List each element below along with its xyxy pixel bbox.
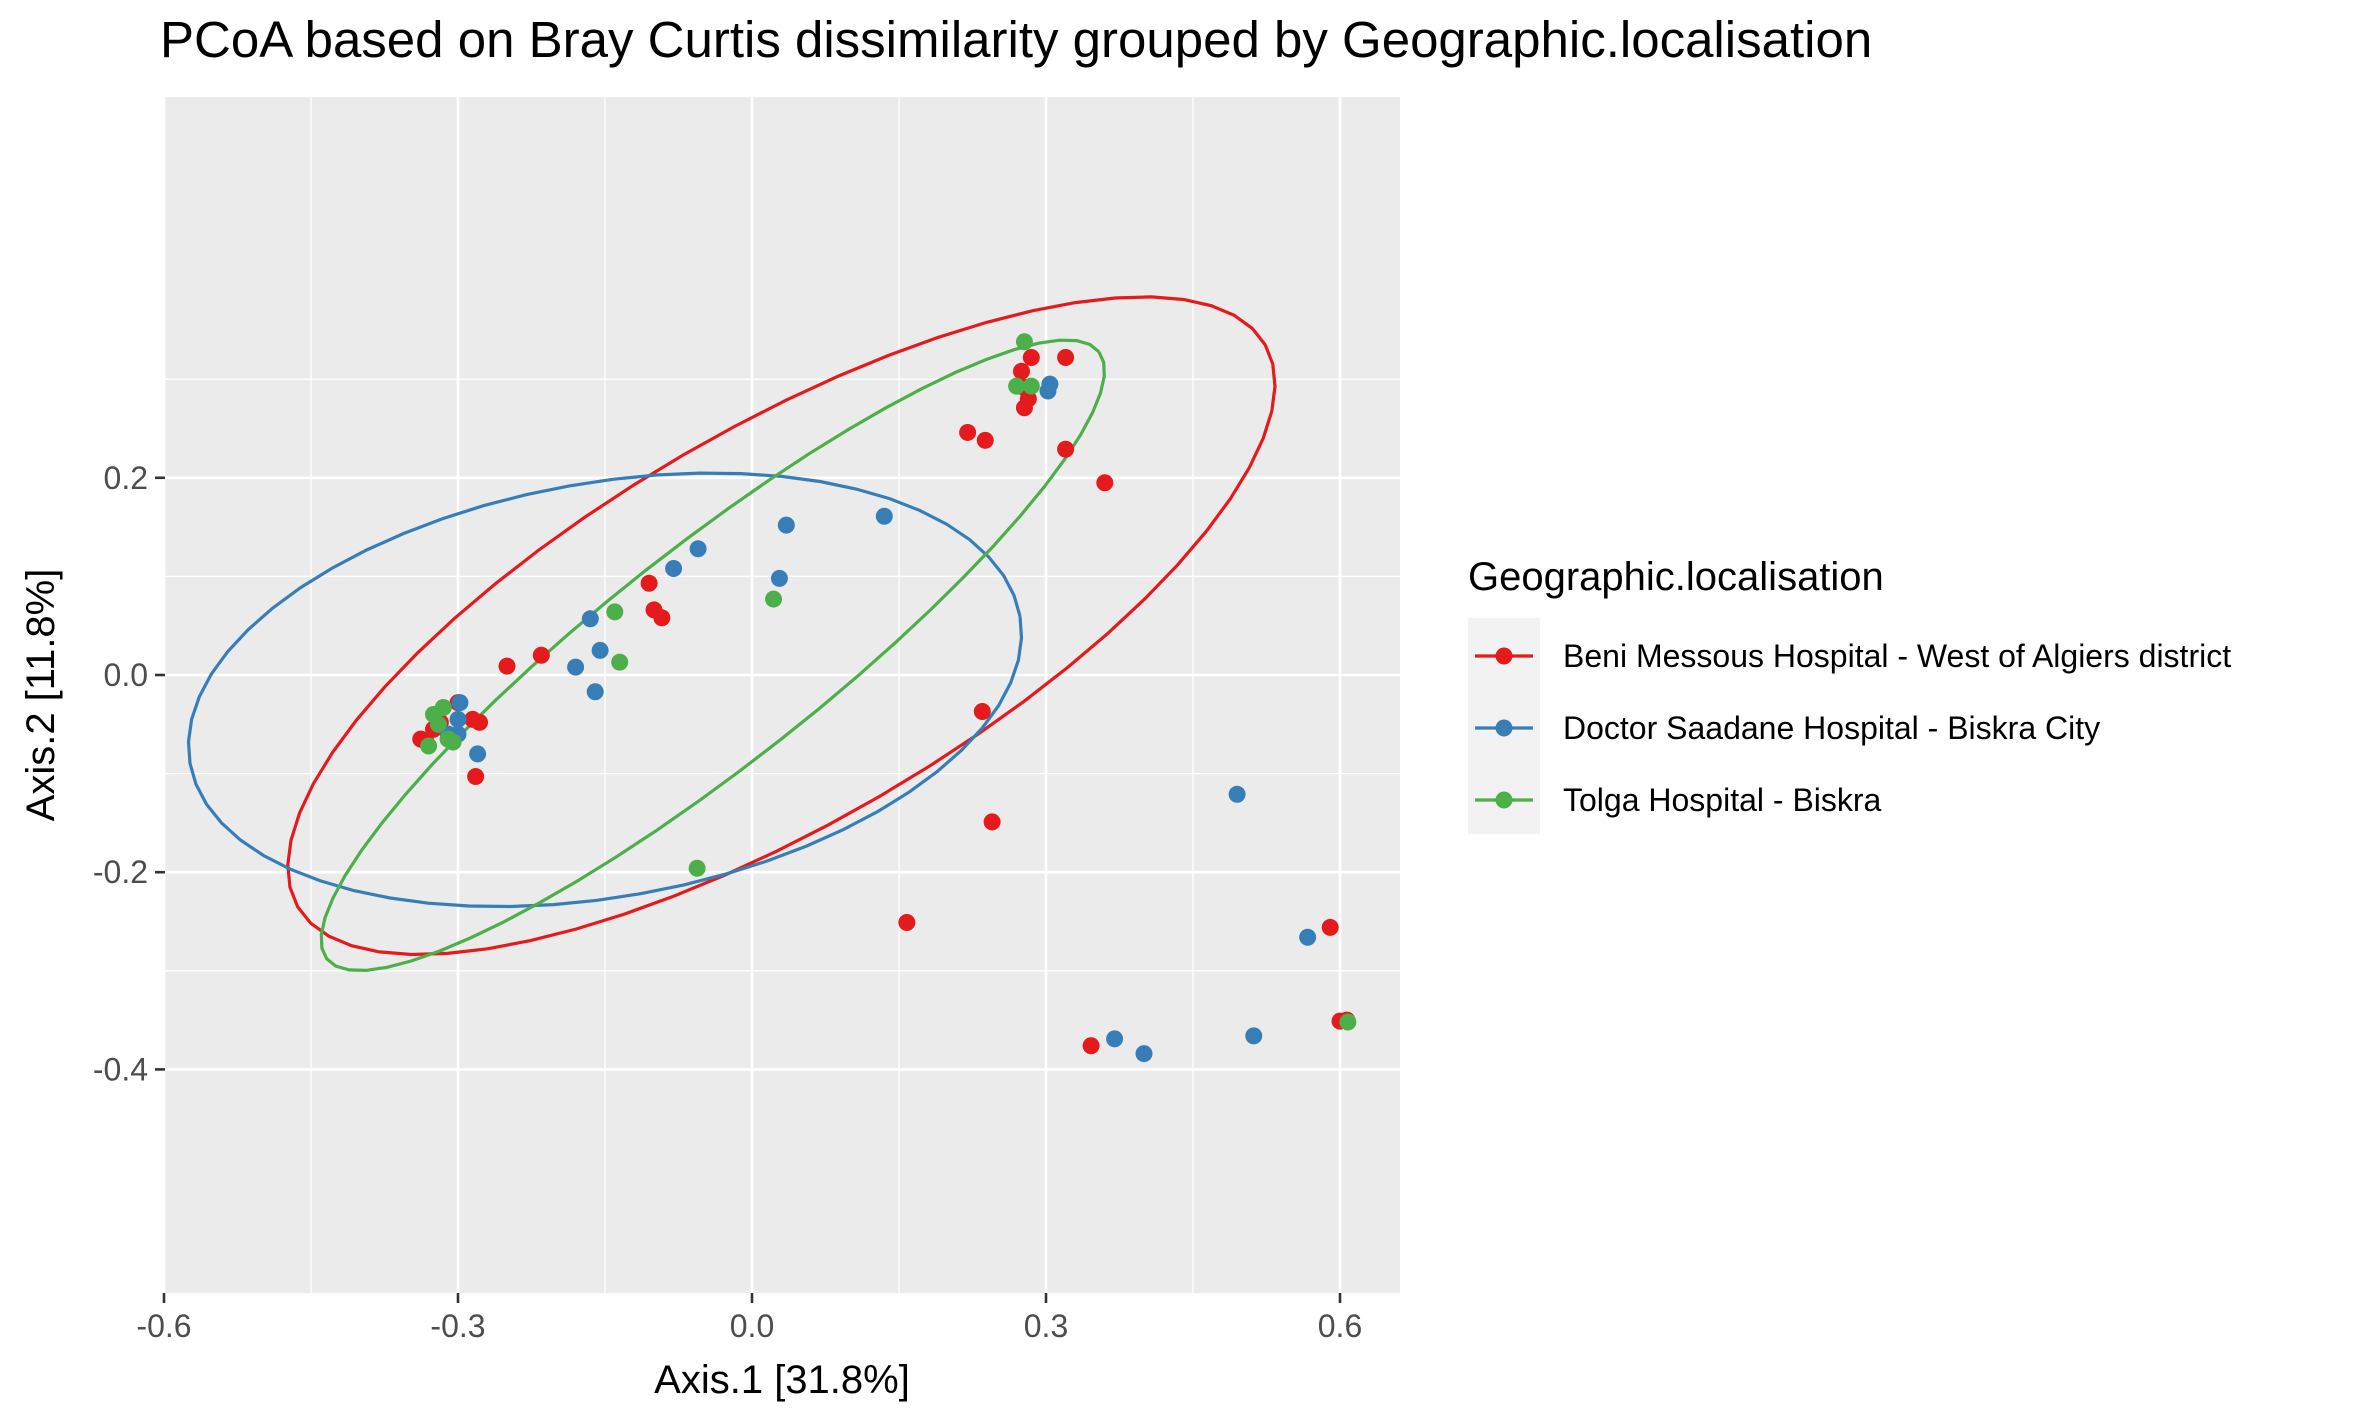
data-point xyxy=(1008,377,1026,395)
data-point xyxy=(1013,362,1030,380)
data-point xyxy=(1135,1045,1153,1063)
data-point xyxy=(1096,474,1114,492)
data-point xyxy=(1015,333,1033,351)
legend-key-point xyxy=(1495,791,1513,809)
legend-key-point xyxy=(1495,719,1513,737)
data-point xyxy=(1299,928,1317,946)
data-point xyxy=(498,657,516,675)
data-point xyxy=(1041,375,1059,393)
data-point xyxy=(1057,349,1075,367)
data-point xyxy=(1228,785,1246,803)
data-point xyxy=(1082,1037,1100,1055)
data-point xyxy=(532,646,550,664)
legend-items: Beni Messous Hospital - West of Algiers … xyxy=(1475,638,2231,818)
x-tick-label: 0.6 xyxy=(1318,1308,1362,1344)
confidence-ellipses xyxy=(186,295,1277,973)
data-point xyxy=(983,813,1001,831)
data-point xyxy=(1245,1027,1263,1045)
legend-title: Geographic.localisation xyxy=(1468,555,1884,599)
data-point xyxy=(586,683,604,701)
y-tick-label: -0.2 xyxy=(93,854,148,890)
y-axis: -0.4 -0.2 0.0 0.2 xyxy=(93,460,165,1087)
data-point xyxy=(653,609,671,627)
data-point xyxy=(976,431,994,449)
data-point xyxy=(770,569,788,587)
legend-label: Doctor Saadane Hospital - Biskra City xyxy=(1563,710,2100,746)
data-point xyxy=(567,658,585,676)
y-tick-label: 0.2 xyxy=(104,460,148,496)
data-points xyxy=(412,333,1357,1063)
chart-title: PCoA based on Bray Curtis dissimilarity … xyxy=(160,11,1872,68)
data-point xyxy=(777,516,795,534)
data-point xyxy=(1015,399,1033,417)
confidence-ellipse xyxy=(319,338,1106,973)
data-point xyxy=(640,574,658,592)
data-point xyxy=(898,913,916,931)
data-point xyxy=(420,737,438,755)
data-point xyxy=(444,733,462,751)
data-point xyxy=(611,653,629,671)
y-tick-label: 0.0 xyxy=(104,657,148,693)
plot-panel xyxy=(165,97,1400,1293)
x-tick-label: 0.3 xyxy=(1024,1308,1068,1344)
data-point xyxy=(665,560,683,578)
data-point xyxy=(1321,918,1339,936)
data-point xyxy=(1106,1030,1124,1048)
data-point xyxy=(471,713,489,731)
data-point xyxy=(429,715,447,733)
x-tick-label: -0.3 xyxy=(430,1308,485,1344)
data-point xyxy=(581,610,599,628)
data-point xyxy=(469,745,487,763)
confidence-ellipse xyxy=(186,471,1024,909)
legend-label: Tolga Hospital - Biskra xyxy=(1563,782,1882,818)
data-point xyxy=(591,641,609,659)
legend-key-point xyxy=(1495,647,1513,665)
data-point xyxy=(449,710,467,728)
data-point xyxy=(434,699,452,717)
data-point xyxy=(1022,349,1040,367)
data-point xyxy=(1057,440,1075,458)
data-point xyxy=(875,507,893,525)
data-point xyxy=(606,603,624,621)
data-point xyxy=(451,694,469,712)
x-axis: -0.6 -0.3 0.0 0.3 0.6 xyxy=(136,1293,1362,1344)
legend: Geographic.localisation Beni Messous Hos… xyxy=(1468,555,2231,834)
data-point xyxy=(1339,1013,1357,1031)
legend-label: Beni Messous Hospital - West of Algiers … xyxy=(1563,638,2231,674)
x-axis-title: Axis.1 [31.8%] xyxy=(654,1358,910,1402)
y-axis-title: Axis.2 [11.8%] xyxy=(19,569,63,822)
data-point xyxy=(1022,377,1040,395)
data-point xyxy=(689,540,707,558)
data-point xyxy=(959,423,977,441)
x-tick-label: -0.6 xyxy=(136,1308,191,1344)
data-point xyxy=(765,590,783,608)
x-tick-label: 0.0 xyxy=(730,1308,774,1344)
data-point xyxy=(688,859,706,877)
y-tick-label: -0.4 xyxy=(93,1051,148,1087)
data-point xyxy=(467,768,485,786)
data-point xyxy=(973,702,991,720)
confidence-ellipse xyxy=(286,295,1277,957)
